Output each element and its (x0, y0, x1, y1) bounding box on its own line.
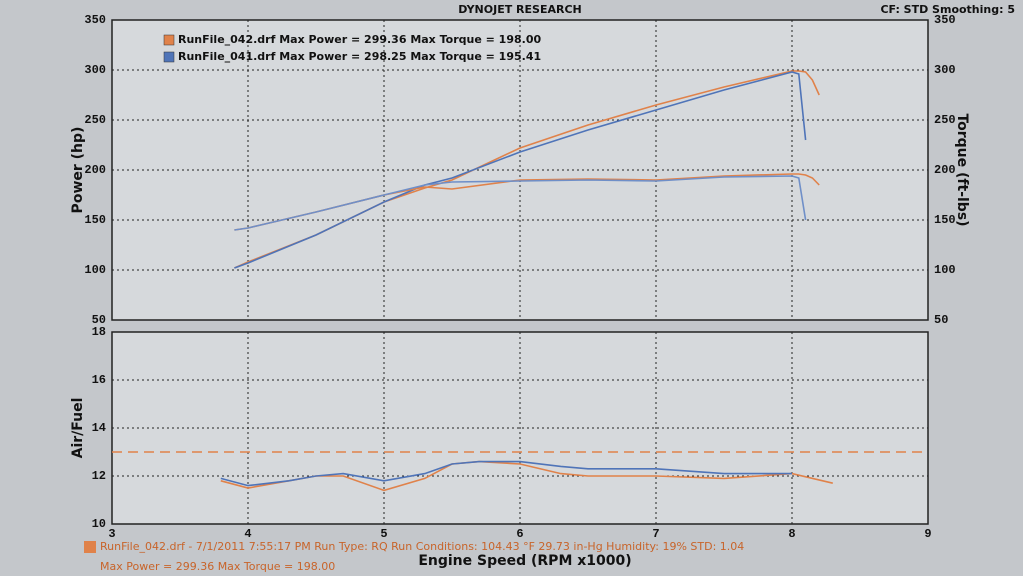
y-tick-label: 200 (84, 163, 106, 177)
footer-line: Max Power = 299.36 Max Torque = 198.00 (100, 560, 335, 573)
series-line (234, 175, 807, 231)
chart-title: DYNOJET RESEARCH (458, 3, 581, 16)
y2-tick-label: 100 (934, 263, 956, 277)
y2-axis-label: Torque (ft-lbs) (954, 113, 970, 226)
y-tick-label: 300 (84, 63, 106, 77)
footer-swatch (84, 541, 96, 553)
y2-tick-label: 250 (934, 113, 956, 127)
legend-entry: RunFile_041.drf Max Power = 298.25 Max T… (178, 50, 541, 63)
y-tick-label: 16 (92, 373, 106, 387)
y-tick-label: 350 (84, 13, 106, 27)
legend-entry: RunFile_042.drf Max Power = 299.36 Max T… (178, 33, 541, 46)
legend-swatch (163, 34, 175, 46)
y-axis-label: Power (hp) (70, 127, 86, 214)
x-tick-label: 4 (244, 527, 251, 541)
y2-tick-label: 300 (934, 63, 956, 77)
x-tick-label: 6 (516, 527, 523, 541)
y2-tick-label: 150 (934, 213, 956, 227)
x-tick-label: 5 (380, 527, 387, 541)
y-tick-label: 12 (92, 469, 106, 483)
y-tick-label: 14 (92, 421, 106, 435)
y2-tick-label: 350 (934, 13, 956, 27)
legend-swatch (163, 51, 175, 63)
y2-tick-label: 200 (934, 163, 956, 177)
footer-line: RunFile_042.drf - 7/1/2011 7:55:17 PM Ru… (100, 540, 744, 553)
y-axis-label: Air/Fuel (70, 398, 86, 459)
x-tick-label: 8 (788, 527, 795, 541)
series-line (220, 460, 792, 487)
annotation: CF: STD Smoothing: 5 (880, 3, 1015, 16)
y-tick-label: 150 (84, 213, 106, 227)
y-tick-label: 18 (92, 325, 106, 339)
y-tick-label: 50 (92, 313, 106, 327)
x-axis-label: Engine Speed (RPM x1000) (418, 553, 631, 569)
x-tick-label: 7 (652, 527, 659, 541)
series-line (234, 71, 807, 269)
x-tick-label: 9 (924, 527, 931, 541)
y2-tick-label: 50 (934, 313, 948, 327)
y-tick-label: 10 (92, 517, 106, 531)
y-tick-label: 100 (84, 263, 106, 277)
x-tick-label: 3 (108, 527, 115, 541)
y-tick-label: 250 (84, 113, 106, 127)
